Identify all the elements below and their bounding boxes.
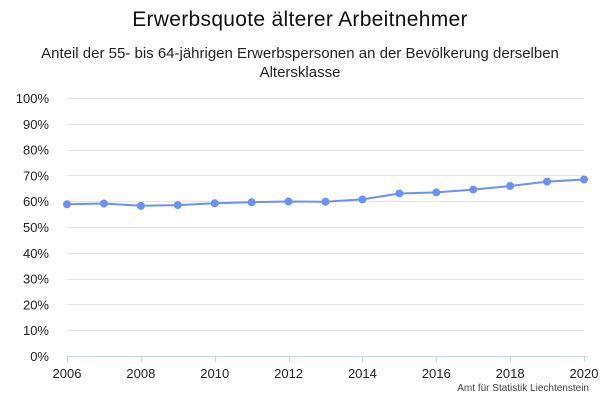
y-tick-label: 0% — [30, 349, 49, 364]
y-tick-label: 10% — [23, 323, 49, 338]
x-tick-label: 2016 — [422, 366, 451, 381]
chart-title: Erwerbsquote älterer Arbeitnehmer — [132, 8, 468, 31]
x-tick-label: 2008 — [126, 366, 155, 381]
y-tick-label: 70% — [23, 168, 49, 183]
data-point-2009[interactable] — [173, 201, 182, 210]
data-point-2018[interactable] — [506, 181, 515, 190]
source-credit: Amt für Statistik Liechtenstein — [457, 383, 589, 394]
y-tick-label: 30% — [23, 272, 49, 287]
data-point-2016[interactable] — [432, 188, 441, 197]
data-point-2013[interactable] — [321, 197, 330, 206]
x-axis — [67, 356, 588, 362]
x-tick-label: 2006 — [53, 366, 82, 381]
y-axis-tick-labels: 0% 10% 20% 30% 40% 50% 60% 70% 80% 90% 100% — [16, 91, 50, 364]
data-point-2014[interactable] — [358, 195, 367, 204]
data-point-2006[interactable] — [63, 200, 71, 209]
x-tick-label: 2020 — [570, 366, 599, 381]
data-point-2011[interactable] — [247, 198, 256, 207]
data-point-2010[interactable] — [210, 199, 219, 208]
data-point-2020[interactable] — [580, 175, 588, 184]
data-point-2017[interactable] — [469, 185, 478, 194]
y-tick-label: 50% — [23, 220, 49, 235]
x-tick-label: 2018 — [496, 366, 525, 381]
chart-subtitle: Anteil der 55- bis 64-jährigen Erwerbspe… — [41, 45, 559, 81]
grid-lines — [67, 98, 584, 331]
y-tick-label: 100% — [16, 91, 50, 106]
data-point-2007[interactable] — [99, 199, 108, 208]
x-tick-label: 2014 — [348, 366, 377, 381]
x-axis-tick-labels: 2006 2008 2010 2012 2014 2016 2018 2020 — [53, 366, 599, 381]
data-point-2012[interactable] — [284, 197, 293, 206]
y-tick-label: 20% — [23, 297, 49, 312]
y-tick-label: 80% — [23, 143, 49, 158]
y-tick-label: 60% — [23, 194, 49, 209]
y-tick-label: 40% — [23, 246, 49, 261]
data-point-2019[interactable] — [543, 177, 552, 186]
x-tick-label: 2010 — [200, 366, 229, 381]
data-point-2015[interactable] — [395, 189, 404, 198]
series-layer — [63, 175, 588, 210]
data-point-2008[interactable] — [136, 201, 145, 210]
x-tick-label: 2012 — [274, 366, 303, 381]
y-tick-label: 90% — [23, 117, 49, 132]
